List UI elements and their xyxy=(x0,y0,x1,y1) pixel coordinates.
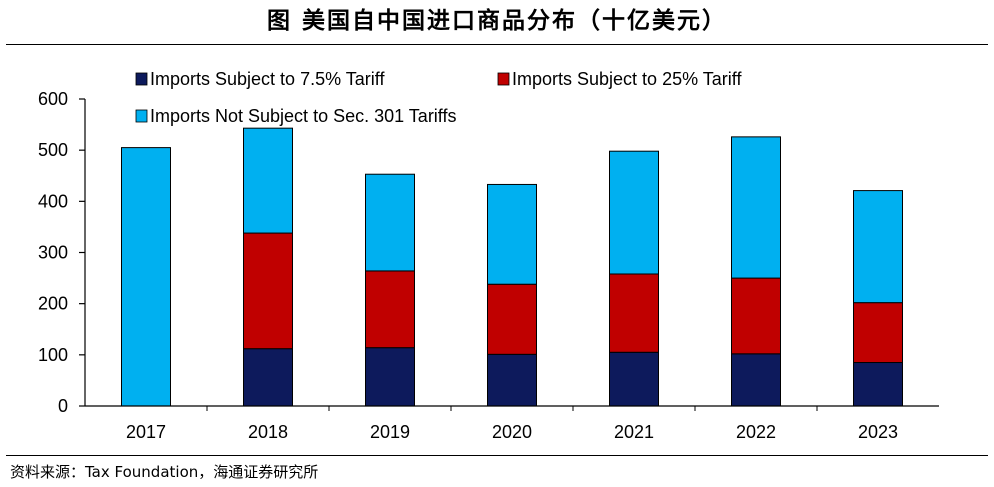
x-tick-label: 2023 xyxy=(858,422,898,442)
bar-2018-series-2 xyxy=(243,127,293,234)
bar-2019-series-0 xyxy=(365,347,415,407)
legend-label-1: Imports Subject to 25% Tariff xyxy=(512,69,742,89)
bar-2021-series-0 xyxy=(609,351,659,407)
y-tick-label: 200 xyxy=(38,294,68,314)
bar-2020-series-2 xyxy=(487,183,537,285)
x-tick-label: 2021 xyxy=(614,422,654,442)
bar-2022-series-1 xyxy=(731,277,781,355)
x-tick-label: 2019 xyxy=(370,422,410,442)
y-tick-label: 300 xyxy=(38,243,68,263)
bar-2019-series-1 xyxy=(365,270,415,349)
bar-2021-series-1 xyxy=(609,273,659,353)
bar-2020-series-1 xyxy=(487,283,537,355)
bar-2023-series-0 xyxy=(853,362,903,407)
bar-2022-series-2 xyxy=(731,136,781,279)
footer-divider xyxy=(6,455,988,456)
source-note: 资料来源：Tax Foundation，海通证券研究所 xyxy=(10,463,319,481)
x-tick-label: 2020 xyxy=(492,422,532,442)
y-axis: 0 100 200 300 400 500 600 xyxy=(38,89,86,416)
x-tick-label: 2022 xyxy=(736,422,776,442)
x-axis: 2017 2018 2019 2020 2021 2022 2023 xyxy=(85,405,939,442)
y-tick-label: 600 xyxy=(38,89,68,109)
bar-2022-series-0 xyxy=(731,353,781,407)
x-tick-label: 2017 xyxy=(126,422,166,442)
bar-2023-series-2 xyxy=(853,190,903,304)
stacked-bar-chart: Imports Subject to 7.5% Tariff Imports Su… xyxy=(38,69,939,442)
bar-2019-series-2 xyxy=(365,173,415,272)
chart-title: 图 美国自中国进口商品分布（十亿美元） xyxy=(266,7,727,34)
bar-2023-series-1 xyxy=(853,302,903,364)
bar-2017-series-2 xyxy=(121,147,171,407)
bar-2018-series-0 xyxy=(243,348,293,407)
legend-label-0: Imports Subject to 7.5% Tariff xyxy=(150,69,385,89)
legend-label-2: Imports Not Subject to Sec. 301 Tariffs xyxy=(150,106,456,126)
bar-2021-series-2 xyxy=(609,150,659,275)
y-tick-label: 400 xyxy=(38,191,68,211)
legend-swatch-2 xyxy=(135,109,148,123)
title-divider xyxy=(6,44,988,45)
legend: Imports Subject to 7.5% Tariff Imports Su… xyxy=(135,69,742,126)
bars xyxy=(121,127,903,407)
y-tick-label: 500 xyxy=(38,140,68,160)
legend-swatch-1 xyxy=(497,72,510,86)
legend-swatch-0 xyxy=(135,72,148,86)
x-tick-label: 2018 xyxy=(248,422,288,442)
y-tick-label: 0 xyxy=(58,396,68,416)
bar-2018-series-1 xyxy=(243,232,293,350)
y-tick-label: 100 xyxy=(38,345,68,365)
bar-2020-series-0 xyxy=(487,353,537,407)
